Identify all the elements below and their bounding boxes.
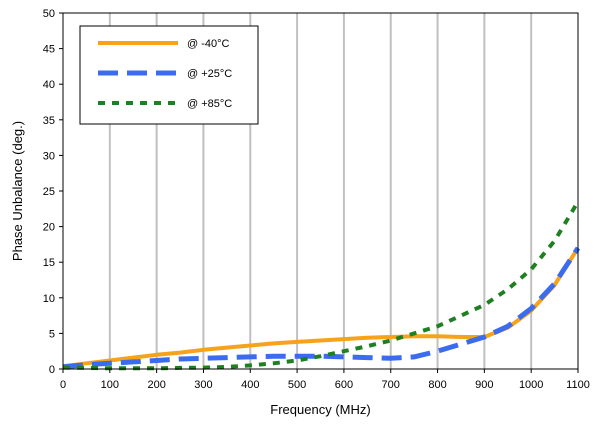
x-tick-label: 100 (101, 379, 119, 391)
x-tick-label: 500 (288, 379, 306, 391)
y-tick-label: 45 (43, 44, 55, 56)
x-tick-label: 0 (60, 379, 66, 391)
legend-label: @ +25°C (187, 68, 232, 80)
y-tick-label: 15 (43, 257, 55, 269)
x-tick-label: 900 (475, 379, 493, 391)
x-tick-label: 800 (428, 379, 446, 391)
tick-labels: 0 100 200 300 400 500 600 700 800 900 1000 1100 0 5 10… (43, 8, 590, 391)
y-tick-label: 30 (43, 150, 55, 162)
x-tick-label: 200 (147, 379, 165, 391)
y-tick-label: 35 (43, 115, 55, 127)
y-tick-label: 0 (49, 364, 55, 376)
x-tick-label: 1000 (519, 379, 543, 391)
series-line-1 (62, 246, 580, 369)
x-tick-label: 700 (382, 379, 400, 391)
y-tick-label: 10 (43, 293, 55, 305)
axes (59, 12, 579, 373)
x-tick-label: 600 (335, 379, 353, 391)
x-tick-label: 300 (194, 379, 212, 391)
series-lines (62, 200, 581, 371)
legend: @ -40°C @ +25°C @ +85°C (79, 25, 259, 125)
y-tick-label: 5 (49, 328, 55, 340)
x-tick-label: 400 (241, 379, 259, 391)
x-axis-title: Frequency (MHz) (270, 402, 370, 417)
series-line-3 (62, 200, 580, 371)
y-axis-title: Phase Unbalance (deg.) (10, 121, 25, 261)
legend-label: @ +85°C (187, 98, 232, 110)
x-tick-label: 1100 (566, 379, 590, 391)
y-tick-label: 25 (43, 186, 55, 198)
y-tick-label: 20 (43, 222, 55, 234)
y-tick-label: 40 (43, 79, 55, 91)
y-tick-label: 50 (43, 8, 55, 20)
legend-label: @ -40°C (187, 38, 230, 50)
